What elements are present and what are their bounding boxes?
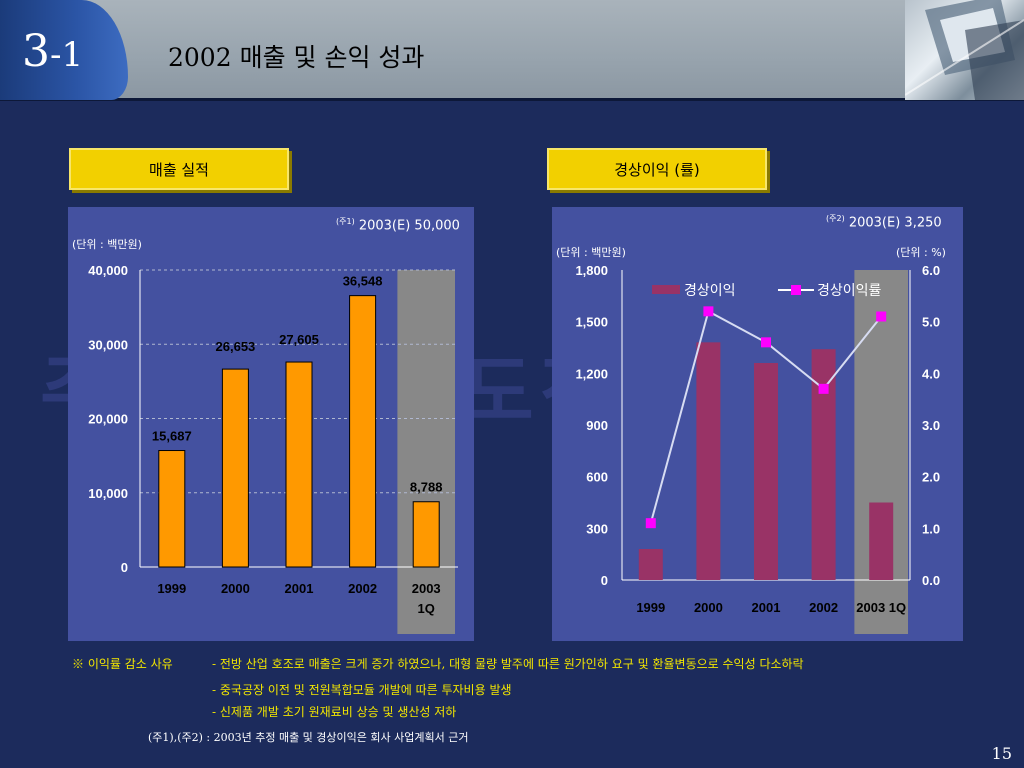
profit-y-tick-right: 1.0 (922, 521, 940, 536)
page-number: 15 (991, 744, 1012, 763)
legend-bar-swatch (652, 285, 680, 294)
legend-line-label: 경상이익률 (817, 282, 882, 298)
profit-label: 경상이익 (률) (614, 160, 700, 179)
sales-y-tick: 10,000 (88, 486, 128, 501)
profit-y-tick-right: 2.0 (922, 470, 940, 485)
header-divider (0, 98, 1024, 101)
sales-y-tick: 30,000 (88, 337, 128, 352)
note-item-2: - 중국공장 이전 및 전원복합모듈 개발에 따른 투자비용 발생 (212, 683, 512, 697)
profit-y-tick-left: 300 (586, 521, 608, 536)
profit-rate-marker (761, 337, 771, 348)
sales-data-label: 27,605 (279, 332, 319, 347)
sales-annotation: (주1) 2003(E) 50,000 (336, 217, 460, 234)
profit-y-tick-right: 5.0 (922, 315, 940, 330)
sales-bar (221, 368, 249, 568)
header-bar (0, 0, 1024, 100)
profit-rate-marker (703, 306, 714, 317)
sales-x-tick: 2003 (412, 581, 441, 596)
profit-label-box: 경상이익 (률) (547, 148, 767, 190)
forecast-highlight (397, 270, 455, 634)
profit-bar (638, 549, 663, 580)
sales-unit-label: (단위 : 백만원) (72, 238, 142, 251)
corner-decoration (905, 0, 1024, 100)
profit-y-tick-right: 0.0 (922, 573, 940, 588)
profit-unit-left: (단위 : 백만원) (556, 246, 626, 259)
footnote: (주1),(주2) : 2003년 추정 매출 및 경상이익은 회사 사업계획서… (148, 731, 469, 744)
sales-label-box: 매출 실적 (69, 148, 289, 190)
profit-y-tick-right: 3.0 (922, 418, 940, 433)
slide-number: 3-1 (22, 26, 84, 77)
note-item-3: - 신제품 개발 초기 원재료비 상승 및 생산성 저하 (212, 705, 457, 719)
profit-x-tick: 2002 (809, 600, 838, 615)
profit-y-tick-left: 0 (601, 573, 608, 588)
sales-y-tick: 0 (121, 560, 128, 575)
profit-rate-marker (645, 518, 656, 529)
sales-bar (158, 450, 186, 568)
sales-x-tick: 2000 (221, 581, 250, 596)
profit-x-tick: 2001 (752, 600, 781, 615)
slide-number-tab (0, 0, 128, 100)
sales-bar (412, 501, 440, 568)
note-item-1: - 전방 산업 호조로 매출은 크게 증가 하였으나, 대형 물량 발주에 따른… (212, 657, 804, 671)
sales-label: 매출 실적 (149, 160, 209, 179)
sales-data-label: 36,548 (343, 274, 383, 289)
profit-y-tick-left: 1,200 (575, 366, 608, 381)
sales-bar (349, 295, 377, 568)
profit-y-tick-left: 1,800 (575, 263, 608, 278)
profit-y-tick-left: 600 (586, 470, 608, 485)
profit-x-tick: 1999 (636, 600, 665, 615)
profit-unit-right: (단위 : %) (896, 246, 946, 259)
profit-rate-marker (876, 311, 887, 322)
profit-x-tick: 2003 1Q (856, 600, 906, 615)
sales-x-tick: 1999 (157, 581, 186, 596)
profit-x-tick: 2000 (694, 600, 723, 615)
sales-data-label: 26,653 (216, 339, 256, 354)
profit-y-tick-right: 4.0 (922, 366, 940, 381)
sales-data-label: 15,687 (152, 429, 192, 444)
legend-bar-label: 경상이익 (684, 282, 736, 298)
sales-y-tick: 40,000 (88, 263, 128, 278)
profit-y-tick-left: 900 (586, 418, 608, 433)
profit-bar (869, 502, 894, 580)
profit-y-tick-left: 1,500 (575, 315, 608, 330)
sales-x-tick: 1Q (418, 601, 435, 616)
sales-data-label: 8,788 (410, 480, 443, 495)
note-reason-title: ※ 이익률 감소 사유 (72, 657, 173, 671)
legend-line-marker (791, 285, 801, 295)
sales-y-tick: 20,000 (88, 412, 128, 427)
profit-bar (754, 363, 778, 580)
sales-x-tick: 2002 (348, 581, 377, 596)
sales-x-tick: 2001 (285, 581, 314, 596)
profit-rate-marker (818, 383, 829, 394)
profit-y-tick-right: 6.0 (922, 263, 940, 278)
profit-annotation: (주2) 2003(E) 3,250 (826, 214, 942, 231)
sales-bar (285, 361, 313, 568)
page-title: 2002 매출 및 손익 성과 (168, 43, 425, 72)
profit-bar (696, 342, 721, 580)
